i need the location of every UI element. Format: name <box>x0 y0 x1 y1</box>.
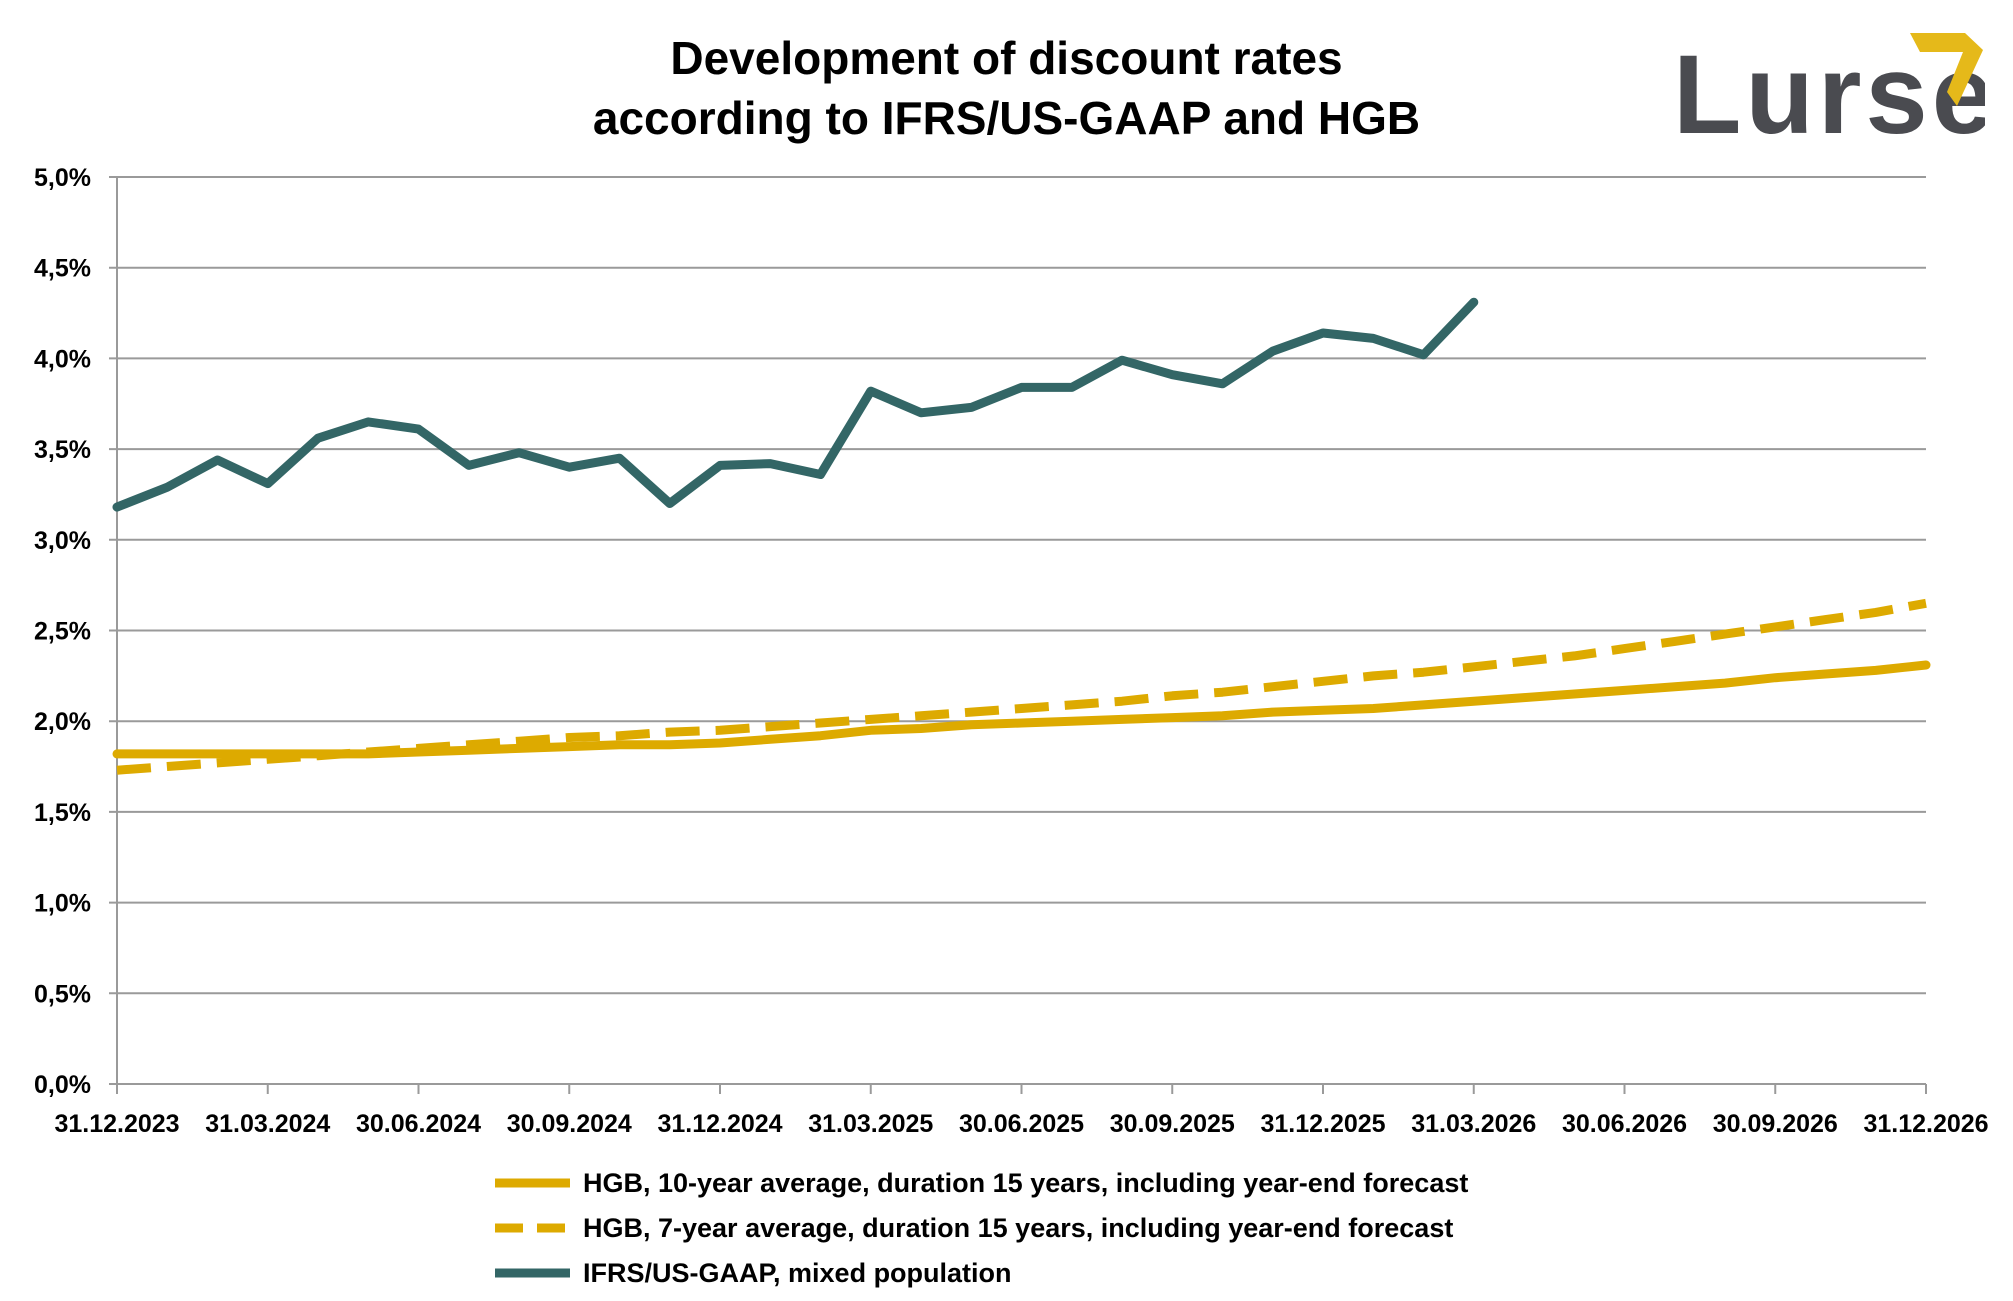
legend-label-2: IFRS/US-GAAP, mixed population <box>583 1258 1012 1288</box>
x-tick-label: 31.03.2024 <box>205 1110 330 1138</box>
chart-title-line-1: Development of discount rates <box>670 32 1343 84</box>
y-tick-label: 0,0% <box>34 1071 91 1099</box>
chart-title-line-2: according to IFRS/US-GAAP and HGB <box>592 92 1421 144</box>
chart-title: Development of discount rates according … <box>0 28 2013 148</box>
y-tick-label: 2,0% <box>34 708 91 736</box>
y-tick-label: 0,5% <box>34 980 91 1008</box>
y-tick-label: 1,0% <box>34 890 91 918</box>
y-tick-label: 4,5% <box>34 255 91 283</box>
x-tick-label: 30.09.2024 <box>507 1110 632 1138</box>
y-tick-label: 5,0% <box>34 164 91 192</box>
y-tick-label: 3,5% <box>34 436 91 464</box>
x-tick-label: 30.06.2026 <box>1562 1110 1687 1138</box>
series-line-2 <box>112 297 1479 512</box>
y-tick-label: 4,0% <box>34 345 91 373</box>
x-tick-label: 31.12.2024 <box>657 1110 782 1138</box>
lurse-logo: Lurse <box>1665 28 1994 157</box>
y-tick-label: 1,5% <box>34 799 91 827</box>
x-tick-label: 30.09.2026 <box>1713 1110 1838 1138</box>
x-tick-label: 31.12.2026 <box>1863 1110 1988 1138</box>
x-tick-label: 30.06.2024 <box>356 1110 481 1138</box>
legend-label-1: HGB, 7-year average, duration 15 years, … <box>583 1213 1453 1243</box>
x-tick-label: 31.03.2026 <box>1411 1110 1536 1138</box>
y-tick-label: 2,5% <box>34 618 91 646</box>
y-tick-label: 3,0% <box>34 527 91 555</box>
svg-text:Lurse: Lurse <box>1673 32 1985 148</box>
x-tick-label: 31.12.2025 <box>1260 1110 1385 1138</box>
x-tick-label: 31.03.2025 <box>808 1110 933 1138</box>
legend-label-0: HGB, 10-year average, duration 15 years,… <box>583 1168 1468 1198</box>
x-tick-label: 30.06.2025 <box>959 1110 1084 1138</box>
x-tick-label: 30.09.2025 <box>1110 1110 1235 1138</box>
x-tick-label: 31.12.2023 <box>54 1110 179 1138</box>
